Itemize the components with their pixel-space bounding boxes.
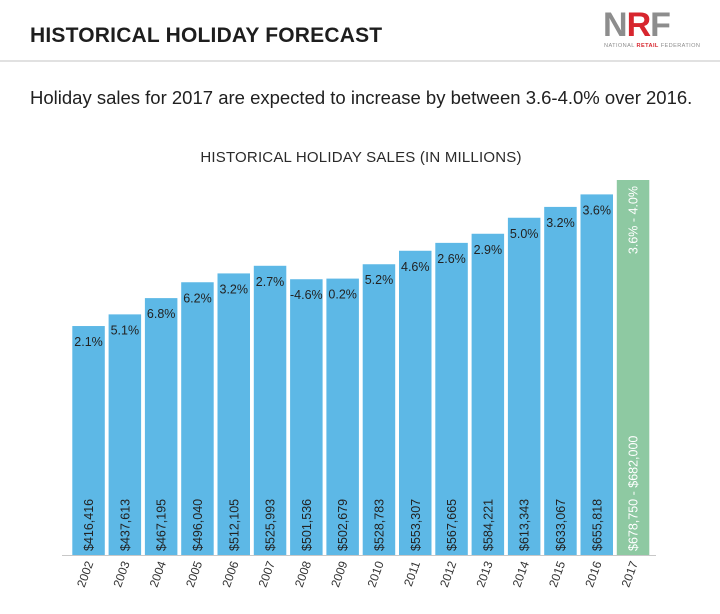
- bar-value-label: $553,307: [409, 499, 423, 551]
- x-tick-label: 2013: [473, 559, 495, 589]
- bar-growth-label: 2.9%: [474, 243, 503, 257]
- bar-growth-label: 5.2%: [365, 273, 394, 287]
- x-tick-label: 2004: [147, 559, 169, 589]
- page-title: HISTORICAL HOLIDAY FORECAST: [30, 24, 383, 47]
- x-tick-label: 2011: [401, 559, 423, 588]
- bar-growth-label: 2.1%: [74, 335, 103, 349]
- bar: [217, 273, 250, 555]
- x-tick-label: 2012: [437, 559, 459, 589]
- logo-tagline-federation: FEDERATION: [660, 43, 701, 49]
- bar-value-label: $525,993: [264, 499, 278, 551]
- logo-letters: NRF: [603, 6, 671, 44]
- bar: [253, 265, 287, 555]
- x-tick-label: 2015: [546, 559, 568, 589]
- bar: [290, 279, 323, 555]
- bar-growth-label: 0.2%: [328, 288, 357, 302]
- bar-value-label: $512,105: [227, 499, 241, 551]
- nrf-logo: NRF NATIONAL RETAIL FEDERATION: [603, 8, 703, 52]
- x-tick-label: 2008: [292, 559, 314, 589]
- bar-value-label: $567,665: [445, 499, 459, 551]
- bar-growth-label: 4.6%: [401, 260, 430, 274]
- logo-letter: R: [626, 6, 652, 44]
- x-tick-label: 2009: [328, 559, 350, 589]
- bar-value-label: $437,613: [118, 499, 132, 551]
- chart-title: HISTORICAL HOLIDAY SALES (IN MILLIONS): [200, 149, 522, 166]
- bar-growth-label: 6.2%: [183, 291, 212, 305]
- logo-letter: N: [603, 6, 628, 44]
- x-tick-label: 2016: [582, 559, 604, 589]
- logo-tagline: NATIONAL RETAIL FEDERATION: [604, 43, 700, 49]
- bar: [108, 314, 142, 555]
- bar-growth-label: 5.0%: [510, 227, 539, 241]
- bar: [471, 233, 505, 556]
- bar-growth-label: 3.6%: [583, 203, 612, 217]
- bar-value-label: $496,040: [191, 499, 205, 551]
- bar-growth-label: -4.6%: [290, 288, 323, 302]
- bar-value-label: $613,343: [518, 499, 532, 551]
- bar-growth-label: 6.8%: [147, 307, 176, 321]
- bar-value-label: $528,783: [372, 499, 386, 551]
- bar-growth-label: 2.7%: [256, 275, 285, 289]
- bar-value-label: $678,750 - $682,000: [627, 436, 641, 551]
- bar-value-label: $655,818: [590, 499, 604, 551]
- bar-value-label: $467,195: [155, 499, 169, 551]
- bar-growth-label: 3.6% - 4.0%: [627, 186, 641, 254]
- bar: [362, 264, 396, 555]
- bar: [181, 282, 214, 555]
- x-tick-label: 2003: [110, 559, 132, 589]
- bar: [399, 250, 432, 556]
- x-tick-label: 2007: [256, 559, 278, 589]
- x-tick-label: 2005: [183, 559, 205, 589]
- bar-growth-label: 3.2%: [220, 282, 249, 296]
- bar: [435, 242, 468, 555]
- header-divider: [0, 60, 720, 62]
- logo-letter: F: [650, 6, 671, 44]
- x-tick-label: 2006: [219, 559, 241, 589]
- x-tick-label: 2017: [619, 559, 641, 589]
- bar-value-label: $633,067: [554, 499, 568, 551]
- bar-value-label: $584,221: [481, 499, 495, 551]
- bar: [544, 206, 577, 555]
- bar-value-label: $416,416: [82, 499, 96, 551]
- logo-tagline-national: NATIONAL: [604, 43, 635, 49]
- bar-growth-label: 5.1%: [111, 323, 140, 337]
- bar: [616, 180, 650, 555]
- bar-growth-label: 3.2%: [546, 216, 575, 230]
- bar-value-label: $502,679: [336, 499, 350, 551]
- bar: [326, 278, 359, 555]
- bar-growth-label: 2.6%: [437, 252, 466, 266]
- x-tick-label: 2002: [74, 559, 96, 589]
- x-tick-label: 2010: [364, 559, 386, 589]
- logo-tagline-retail: RETAIL: [636, 43, 659, 49]
- bar: [507, 217, 541, 555]
- bar-value-label: $501,536: [300, 499, 314, 551]
- bar: [144, 298, 178, 555]
- bar: [580, 194, 613, 556]
- x-tick-label: 2014: [510, 559, 532, 589]
- logo-mark: NRF: [603, 6, 671, 44]
- subtitle: Holiday sales for 2017 are expected to i…: [30, 87, 693, 108]
- bar: [72, 326, 105, 555]
